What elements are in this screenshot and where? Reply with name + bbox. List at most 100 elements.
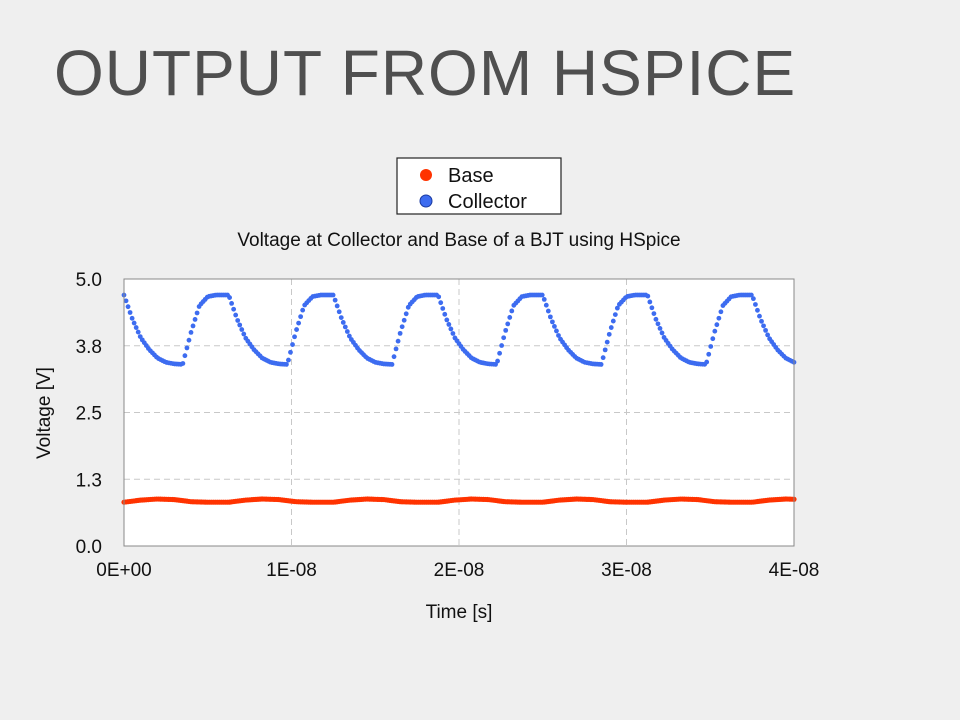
- collector-point: [300, 307, 306, 313]
- collector-point: [442, 311, 448, 317]
- collector-point: [657, 326, 663, 331]
- collector-point: [346, 333, 352, 339]
- collector-point: [549, 319, 555, 325]
- legend-label-collector: Collector: [448, 191, 527, 213]
- collector-point: [188, 330, 194, 335]
- collector-point: [286, 357, 291, 363]
- collector-point: [495, 358, 500, 364]
- slide-title: OUTPUT FROM HSPICE: [54, 37, 797, 109]
- collector-point: [757, 313, 762, 319]
- collector-point: [748, 292, 754, 298]
- collector-point: [647, 299, 653, 305]
- collector-point: [403, 311, 409, 317]
- collector-point: [608, 325, 614, 330]
- collector-point: [444, 317, 450, 323]
- legend-label-base: Base: [448, 165, 494, 187]
- collector-point: [651, 311, 657, 316]
- collector-point: [763, 327, 768, 333]
- collector-point: [294, 327, 299, 332]
- collector-point: [340, 320, 346, 325]
- collector-point: [755, 307, 760, 313]
- collector-point: [332, 297, 338, 303]
- series-base: [121, 496, 797, 505]
- collector-point: [714, 322, 720, 328]
- collector-point: [716, 315, 722, 321]
- collector-point: [395, 338, 401, 344]
- collector-point: [298, 314, 304, 320]
- x-axis-ticks: 0E+00 1E-08 2E-08 3E-08 4E-08: [96, 560, 819, 581]
- x-tick-label: 1E-08: [266, 560, 317, 581]
- collector-point: [229, 300, 235, 306]
- collector-point: [649, 305, 655, 311]
- collector-point: [436, 294, 442, 300]
- x-tick-label: 3E-08: [601, 560, 652, 581]
- collector-point: [604, 339, 610, 345]
- collector-point: [290, 342, 295, 347]
- collector-point: [450, 331, 456, 336]
- collector-point: [753, 302, 758, 307]
- collector-point: [342, 324, 348, 330]
- collector-point: [292, 334, 297, 340]
- collector-point: [296, 320, 302, 326]
- collector-point: [614, 305, 620, 311]
- collector-point: [759, 318, 764, 324]
- y-tick-label: 1.3: [76, 470, 102, 491]
- collector-point: [241, 331, 247, 337]
- collector-point: [192, 317, 198, 322]
- collector-point: [180, 361, 186, 366]
- collector-point: [501, 335, 507, 341]
- collector-point: [334, 303, 340, 309]
- collector-point: [123, 298, 129, 304]
- collector-point: [399, 324, 405, 330]
- y-axis-ticks: 0.0 1.3 2.5 3.8 5.0: [76, 270, 102, 558]
- collector-point: [227, 295, 232, 300]
- collector-point: [448, 326, 454, 332]
- collector-point: [761, 323, 766, 329]
- legend: Base Collector: [396, 157, 562, 215]
- collector-point: [497, 350, 503, 356]
- plot-border: [123, 278, 795, 547]
- collector-point: [129, 315, 135, 321]
- collector-point: [194, 310, 200, 316]
- x-tick-label: 2E-08: [434, 560, 485, 581]
- x-axis-label: Time [s]: [426, 602, 493, 623]
- collector-point: [750, 296, 756, 302]
- collector-point: [704, 359, 710, 365]
- y-tick-label: 3.8: [76, 337, 102, 358]
- collector-point: [336, 309, 342, 315]
- x-tick-label: 0E+00: [96, 560, 151, 581]
- collector-point: [541, 296, 547, 302]
- collector-point: [397, 330, 403, 336]
- collector-point: [612, 312, 618, 317]
- collector-point: [237, 322, 243, 328]
- collector-point: [182, 353, 188, 359]
- y-tick-label: 5.0: [76, 270, 102, 291]
- collector-point: [645, 293, 651, 299]
- collector-point: [190, 323, 196, 329]
- collector-point: [503, 327, 509, 333]
- collector-point: [505, 321, 511, 327]
- collector-point: [507, 315, 513, 320]
- collector-point: [606, 331, 612, 337]
- collector-point: [598, 362, 604, 367]
- y-tick-label: 0.0: [76, 537, 102, 558]
- collector-point: [602, 347, 608, 353]
- collector-point: [710, 336, 716, 342]
- collector-point: [131, 320, 137, 326]
- collector-point: [391, 354, 397, 360]
- collector-point: [554, 328, 559, 334]
- collector-point: [552, 324, 557, 329]
- x-tick-label: 4E-08: [769, 560, 820, 581]
- collector-point: [543, 302, 549, 308]
- collector-point: [539, 292, 545, 298]
- collector-point: [440, 306, 446, 311]
- y-axis-label: Voltage [V]: [34, 367, 55, 459]
- collector-point: [545, 308, 551, 314]
- collector-point: [184, 345, 190, 351]
- collector-point: [718, 309, 724, 315]
- collector-point: [344, 329, 350, 334]
- plot-area: [121, 278, 797, 547]
- collector-point: [338, 315, 344, 320]
